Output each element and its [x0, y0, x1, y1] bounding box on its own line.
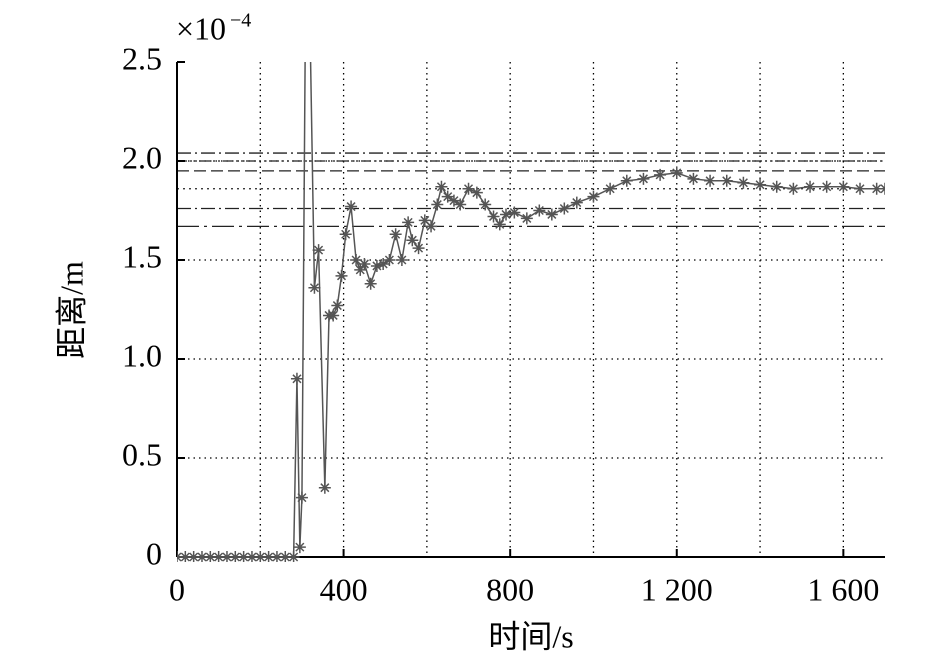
- marker: [418, 214, 431, 227]
- marker: [254, 551, 267, 562]
- marker: [335, 269, 348, 282]
- marker: [570, 196, 583, 209]
- y-tick-label: 2.5: [122, 40, 162, 76]
- marker: [533, 204, 546, 217]
- marker: [220, 551, 233, 562]
- series: [177, 36, 885, 562]
- marker: [870, 182, 883, 195]
- marker: [262, 551, 275, 562]
- marker: [441, 190, 454, 203]
- marker: [508, 206, 521, 219]
- y-tick-label: 1.5: [122, 238, 162, 274]
- marker: [425, 220, 438, 233]
- marker: [270, 551, 283, 562]
- marker: [431, 198, 444, 211]
- marker: [293, 541, 306, 554]
- marker: [487, 210, 500, 223]
- marker: [370, 259, 383, 272]
- marker: [654, 168, 667, 181]
- marker: [620, 174, 633, 187]
- x-tick-label: 400: [320, 571, 368, 607]
- marker: [804, 180, 817, 193]
- marker: [212, 551, 225, 562]
- marker: [402, 216, 415, 229]
- marker: [304, 36, 316, 48]
- marker: [447, 194, 460, 207]
- marker: [412, 242, 425, 255]
- scale-exponent: −4: [230, 10, 251, 32]
- marker: [837, 180, 850, 193]
- marker: [358, 257, 371, 270]
- marker: [339, 228, 352, 241]
- marker: [670, 166, 683, 179]
- y-axis-label: 距离/m: [53, 261, 89, 359]
- marker: [879, 182, 885, 195]
- marker: [195, 551, 208, 562]
- y-tick-label: 0: [146, 535, 162, 571]
- marker: [462, 182, 475, 195]
- marker: [290, 372, 303, 385]
- marker: [720, 174, 733, 187]
- marker: [435, 180, 448, 193]
- data-line: [177, 62, 885, 558]
- marker: [820, 180, 833, 193]
- marker: [687, 172, 700, 185]
- y-tick-label: 0.5: [122, 436, 162, 472]
- marker: [545, 208, 558, 221]
- marker: [395, 254, 408, 266]
- marker: [454, 198, 467, 211]
- marker: [187, 551, 200, 562]
- marker: [754, 178, 767, 191]
- marker: [520, 212, 533, 225]
- marker: [179, 551, 192, 562]
- marker: [500, 208, 513, 221]
- marker: [229, 551, 242, 562]
- marker: [245, 551, 258, 562]
- marker: [204, 551, 217, 562]
- marker: [637, 172, 650, 185]
- marker: [770, 180, 783, 193]
- marker: [345, 200, 358, 213]
- scale-base: ×10: [176, 10, 226, 46]
- marker: [354, 263, 367, 276]
- x-tick-label: 1 200: [641, 571, 713, 607]
- marker: [287, 551, 300, 562]
- x-tick-label: 0: [169, 571, 185, 607]
- x-axis-label: 时间/s: [488, 618, 573, 654]
- x-tick-label: 800: [486, 571, 534, 607]
- marker: [327, 309, 340, 322]
- marker: [787, 182, 800, 195]
- marker: [479, 198, 492, 211]
- marker: [604, 182, 617, 195]
- marker: [279, 551, 292, 562]
- marker: [364, 277, 377, 290]
- marker: [587, 190, 600, 203]
- marker: [318, 481, 331, 494]
- marker: [237, 551, 250, 562]
- marker: [704, 174, 717, 187]
- marker: [406, 234, 419, 247]
- marker: [312, 244, 325, 257]
- marker: [854, 182, 867, 195]
- marker: [389, 228, 402, 241]
- marker: [383, 254, 396, 266]
- marker: [377, 257, 390, 270]
- marker: [308, 281, 321, 294]
- marker: [350, 254, 363, 266]
- marker: [493, 218, 506, 231]
- marker: [470, 186, 483, 199]
- marker: [331, 299, 344, 312]
- y-tick-label: 1.0: [122, 337, 162, 373]
- y-tick-label: 2.0: [122, 139, 162, 175]
- x-tick-label: 1 600: [807, 571, 879, 607]
- marker: [295, 491, 308, 504]
- marker: [558, 202, 571, 215]
- marker: [737, 176, 750, 189]
